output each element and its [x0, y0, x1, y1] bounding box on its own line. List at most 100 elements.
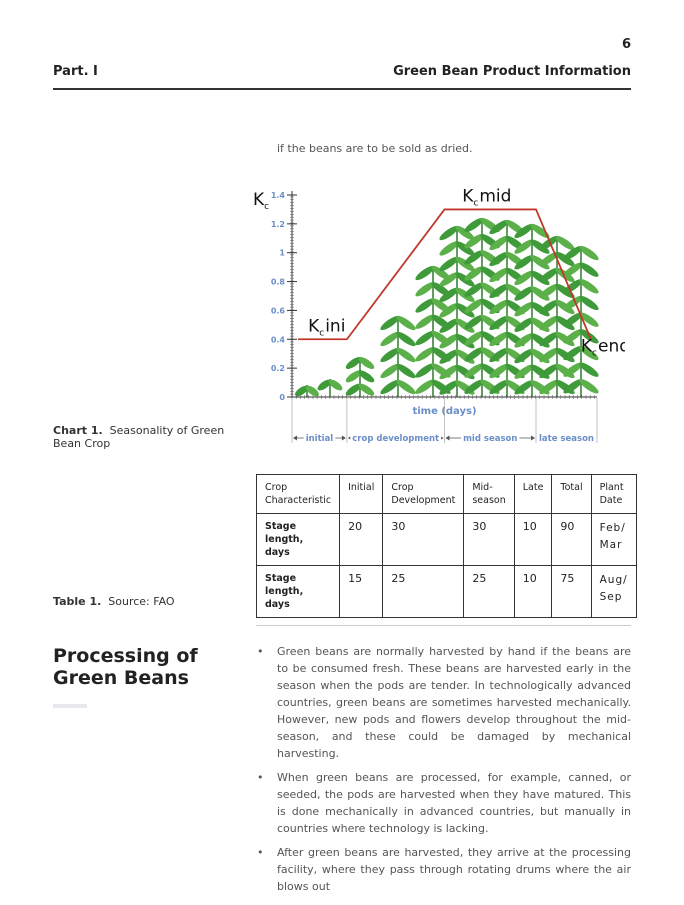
plant-leaf [415, 298, 435, 313]
plant-leaf [489, 331, 509, 347]
plant-leaf [439, 287, 459, 302]
plant-leaf [345, 383, 362, 396]
caption-label: Table 1. [53, 595, 102, 608]
plant-leaf [579, 312, 599, 327]
plant-leaf [415, 363, 435, 378]
plant-leaf [464, 266, 484, 281]
bullet: When green beans are processed, for exam… [257, 769, 631, 837]
plant-leaf [489, 235, 509, 251]
table-header: Crop Characteristic Initial Crop Developme… [255, 474, 637, 514]
table-cell: Feb/ Mar [590, 513, 637, 566]
plant-leaf [380, 331, 400, 347]
y-tick-label: 0 [279, 393, 285, 402]
plant-leaf [563, 312, 583, 327]
caption-text: Source: FAO [108, 595, 175, 608]
plant-leaf [514, 255, 534, 270]
y-label-sub: c [264, 202, 269, 212]
plant-leaf [563, 295, 583, 311]
plant-leaf [358, 356, 375, 370]
plant-leaf [439, 241, 459, 256]
stage-table: Crop Characteristic Initial Crop Developme… [255, 474, 637, 618]
plant-leaf [530, 255, 550, 270]
table-row: Stage length, days 20 30 30 10 90 Feb/ Mar [255, 513, 637, 566]
page-number: 6 [621, 37, 631, 52]
plant-leaf [539, 363, 559, 379]
plant-leaf [563, 345, 583, 361]
plant-leaf [489, 299, 509, 315]
annotation-k: K [581, 336, 593, 356]
plant-leaf [439, 380, 459, 395]
caption-text: Seasonality of Green Bean Crop [53, 424, 225, 450]
y-tick-label: 0.2 [271, 364, 285, 373]
label-bg [537, 432, 596, 444]
plant-leaf [489, 283, 509, 299]
plant-leaf [396, 379, 416, 395]
plant-leaf [439, 225, 459, 241]
y-tick-label: 0.6 [271, 306, 286, 315]
plant-leaf [464, 250, 484, 265]
y-tick-label: 0.4 [271, 335, 286, 344]
bullet: After green beans are harvested, they ar… [257, 844, 631, 895]
plant-leaf [464, 363, 484, 378]
plant-leaf [396, 315, 416, 331]
plant-leaf [539, 251, 559, 267]
plant-leaf [455, 225, 475, 241]
plant-leaf [539, 267, 559, 283]
plant-leaf [328, 379, 343, 391]
table-cell: 20 [339, 513, 384, 566]
plant-leaf [563, 262, 583, 277]
plant-leaf [455, 241, 475, 256]
plant-leaf [358, 383, 375, 396]
plant-leaf [579, 279, 599, 294]
plant-leaf [579, 345, 599, 361]
plant-leaf [305, 385, 319, 397]
plant-leaf [563, 245, 583, 261]
plant-leaf [514, 364, 534, 379]
plant-leaf [464, 331, 484, 346]
plant-leaf [464, 234, 484, 249]
plant-leaf [464, 314, 484, 330]
header-cell: Crop Characteristic [255, 474, 341, 514]
header-rule [53, 88, 631, 90]
header-cell: Plant Date [590, 474, 637, 514]
plant-leaf [489, 363, 509, 379]
plant-leaf [415, 330, 435, 346]
plant-leaf [489, 379, 509, 395]
plant-leaf [358, 370, 375, 383]
plant-leaf [489, 315, 509, 331]
kc-curve [298, 208, 592, 341]
caption-label: Chart 1. [53, 424, 103, 437]
plant-leaf [514, 348, 534, 364]
table-cell: 10 [513, 513, 553, 566]
plant-illustrations [295, 217, 599, 397]
plant-leaf [439, 303, 459, 318]
plant-leaf [380, 315, 400, 331]
plant-leaf [464, 298, 484, 314]
table-cell: Stage length, days [255, 565, 341, 618]
plant-leaf [415, 282, 435, 297]
plant-leaf [514, 239, 534, 254]
table-cell: 25 [382, 565, 465, 618]
plant-leaf [555, 235, 575, 251]
plant-leaf [415, 347, 435, 362]
plant-leaf [396, 347, 416, 363]
plant-leaf [439, 364, 459, 380]
plant-leaf [539, 235, 559, 251]
plant-leaf [563, 329, 583, 344]
plant-leaf [380, 347, 400, 363]
plant-leaf [439, 349, 459, 364]
annotation-sub: c [592, 348, 597, 358]
label-bg [303, 432, 336, 444]
plant-leaf [514, 317, 534, 332]
y-tick-label: 1 [279, 249, 285, 258]
annotation: Kcmid [462, 186, 511, 208]
table-cell: Stage length, days [255, 513, 341, 566]
plant-leaf [539, 283, 559, 299]
chart-caption: Chart 1. Seasonality of Green Bean Crop [53, 424, 243, 450]
plant-leaf [489, 219, 509, 235]
plant-leaf [514, 270, 534, 286]
plant-leaf [539, 331, 559, 347]
plant-leaf [514, 302, 534, 317]
